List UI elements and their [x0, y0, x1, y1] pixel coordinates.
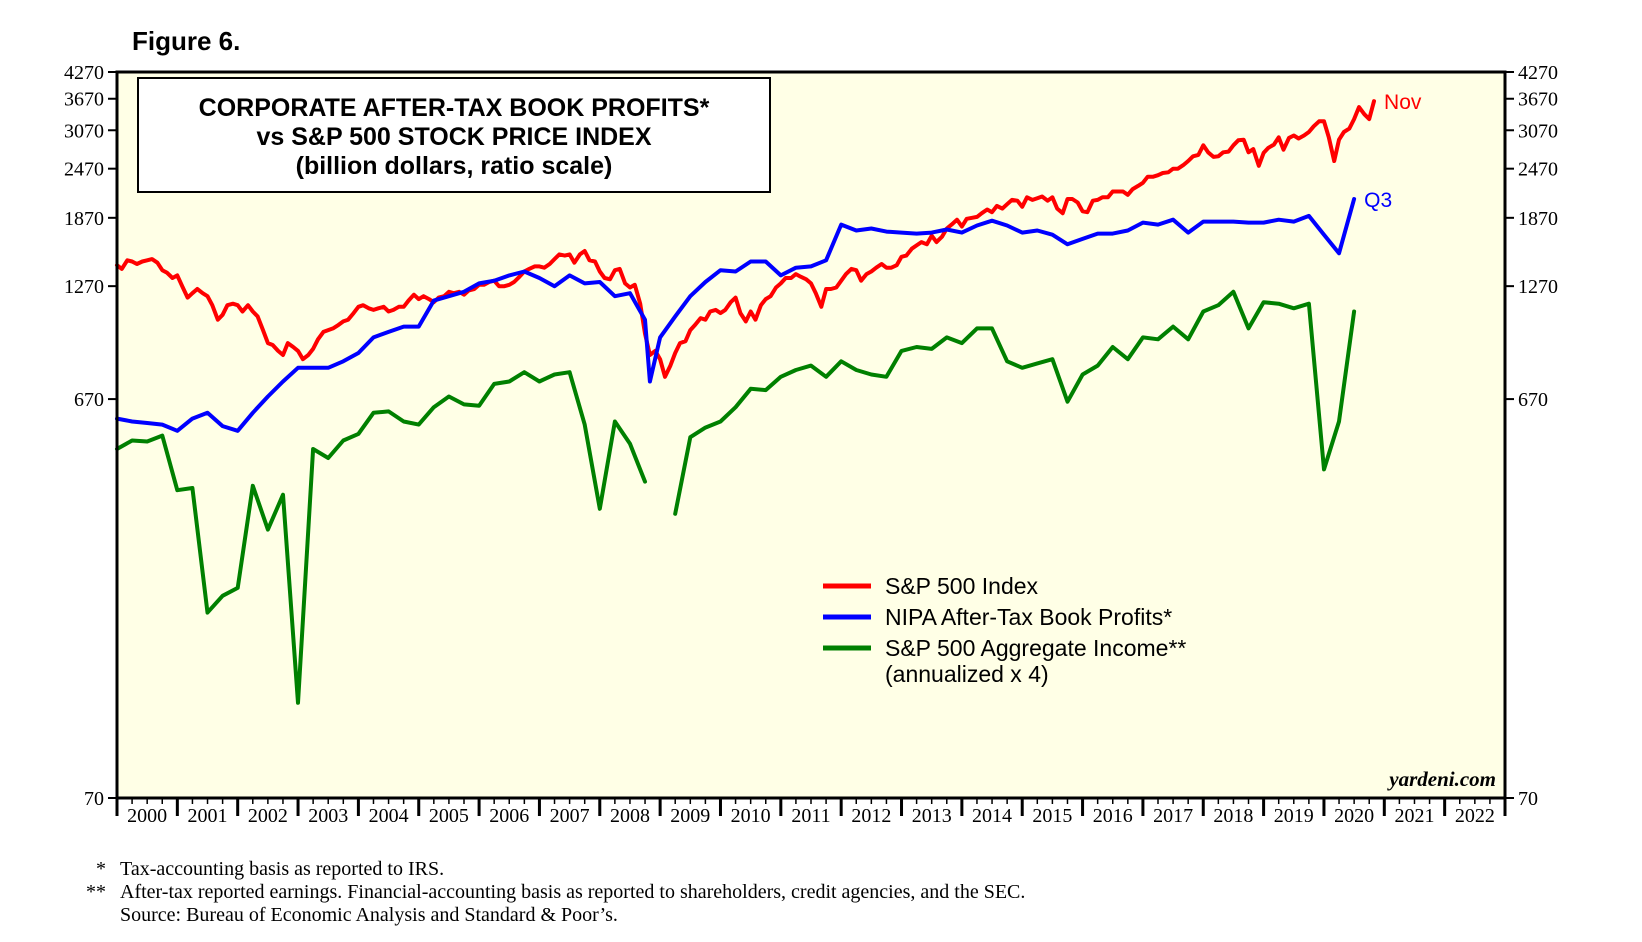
series-line — [115, 370, 647, 705]
footnote-1: * Tax-accounting basis as reported to IRS… — [96, 858, 445, 880]
chart-title-line-1: CORPORATE AFTER-TAX BOOK PROFITS* — [199, 94, 710, 122]
x-tick-label: 2018 — [1213, 805, 1253, 827]
x-tick-label: 2010 — [731, 805, 771, 827]
y-tick-label-left: 3670 — [64, 89, 104, 111]
y-tick-label-right: 1270 — [1518, 276, 1558, 298]
x-tick-label: 2020 — [1334, 805, 1374, 827]
x-tick-label: 2002 — [248, 805, 288, 827]
x-tick-label: 2017 — [1153, 805, 1193, 827]
title-box: CORPORATE AFTER-TAX BOOK PROFITS* vs S&P… — [137, 77, 771, 193]
x-tick-label: 2012 — [851, 805, 891, 827]
y-tick-label-left: 70 — [84, 788, 104, 810]
y-tick-label-right: 3070 — [1518, 120, 1558, 142]
series-end-label: Q3 — [1364, 189, 1392, 212]
x-tick-label: 2014 — [972, 805, 1012, 827]
y-tick-label-right: 4270 — [1518, 62, 1558, 84]
x-tick-label: 2011 — [791, 805, 830, 827]
y-tick-label-right: 70 — [1518, 788, 1538, 810]
series-end-label: Nov — [1384, 91, 1422, 114]
x-tick-label: 2007 — [550, 805, 590, 827]
x-tick-label: 2009 — [670, 805, 710, 827]
series-line — [673, 289, 1357, 516]
series-line — [115, 99, 1376, 379]
chart-title-line-2: vs S&P 500 STOCK PRICE INDEX — [256, 123, 651, 151]
x-tick-label: 2000 — [127, 805, 167, 827]
x-tick-label: 2003 — [308, 805, 348, 827]
y-tick-label-left: 1870 — [64, 208, 104, 230]
legend-label: S&P 500 Index — [885, 573, 1039, 599]
series-line — [115, 197, 1357, 433]
x-tick-label: 2005 — [429, 805, 469, 827]
chart-title-line-3: (billion dollars, ratio scale) — [296, 152, 613, 180]
footnote-2: ** After-tax reported earnings. Financial… — [86, 881, 1026, 903]
legend: S&P 500 Index NIPA After-Tax Book Profits… — [823, 573, 1186, 687]
x-tick-label: 2008 — [610, 805, 650, 827]
footnotes: * Tax-accounting basis as reported to IRS… — [76, 858, 1025, 927]
x-tick-label: 2006 — [489, 805, 529, 827]
legend-label: NIPA After-Tax Book Profits* — [885, 604, 1172, 630]
y-tick-label-left: 2470 — [64, 159, 104, 181]
y-tick-label-right: 2470 — [1518, 159, 1558, 181]
x-tick-label: 2015 — [1032, 805, 1072, 827]
y-tick-label-left: 3070 — [64, 120, 104, 142]
x-tick-label: 2021 — [1394, 805, 1434, 827]
x-tick-label: 2013 — [912, 805, 952, 827]
watermark: yardeni.com — [1386, 767, 1496, 791]
x-tick-label: 2019 — [1274, 805, 1314, 827]
figure-label: Figure 6. — [132, 26, 241, 56]
x-tick-label: 2004 — [369, 805, 409, 827]
y-tick-label-left: 670 — [74, 389, 104, 411]
y-tick-label-right: 670 — [1518, 389, 1548, 411]
x-tick-label: 2001 — [188, 805, 228, 827]
x-tick-label: 2022 — [1455, 805, 1495, 827]
source-note: Source: Bureau of Economic Analysis and … — [120, 904, 618, 926]
legend-label: S&P 500 Aggregate Income** — [885, 635, 1186, 661]
x-tick-label: 2016 — [1093, 805, 1133, 827]
y-tick-label-right: 3670 — [1518, 89, 1558, 111]
legend-sublabel: (annualized x 4) — [885, 661, 1049, 687]
y-tick-label-left: 4270 — [64, 62, 104, 84]
y-tick-label-left: 1270 — [64, 276, 104, 298]
y-tick-label-right: 1870 — [1518, 208, 1558, 230]
